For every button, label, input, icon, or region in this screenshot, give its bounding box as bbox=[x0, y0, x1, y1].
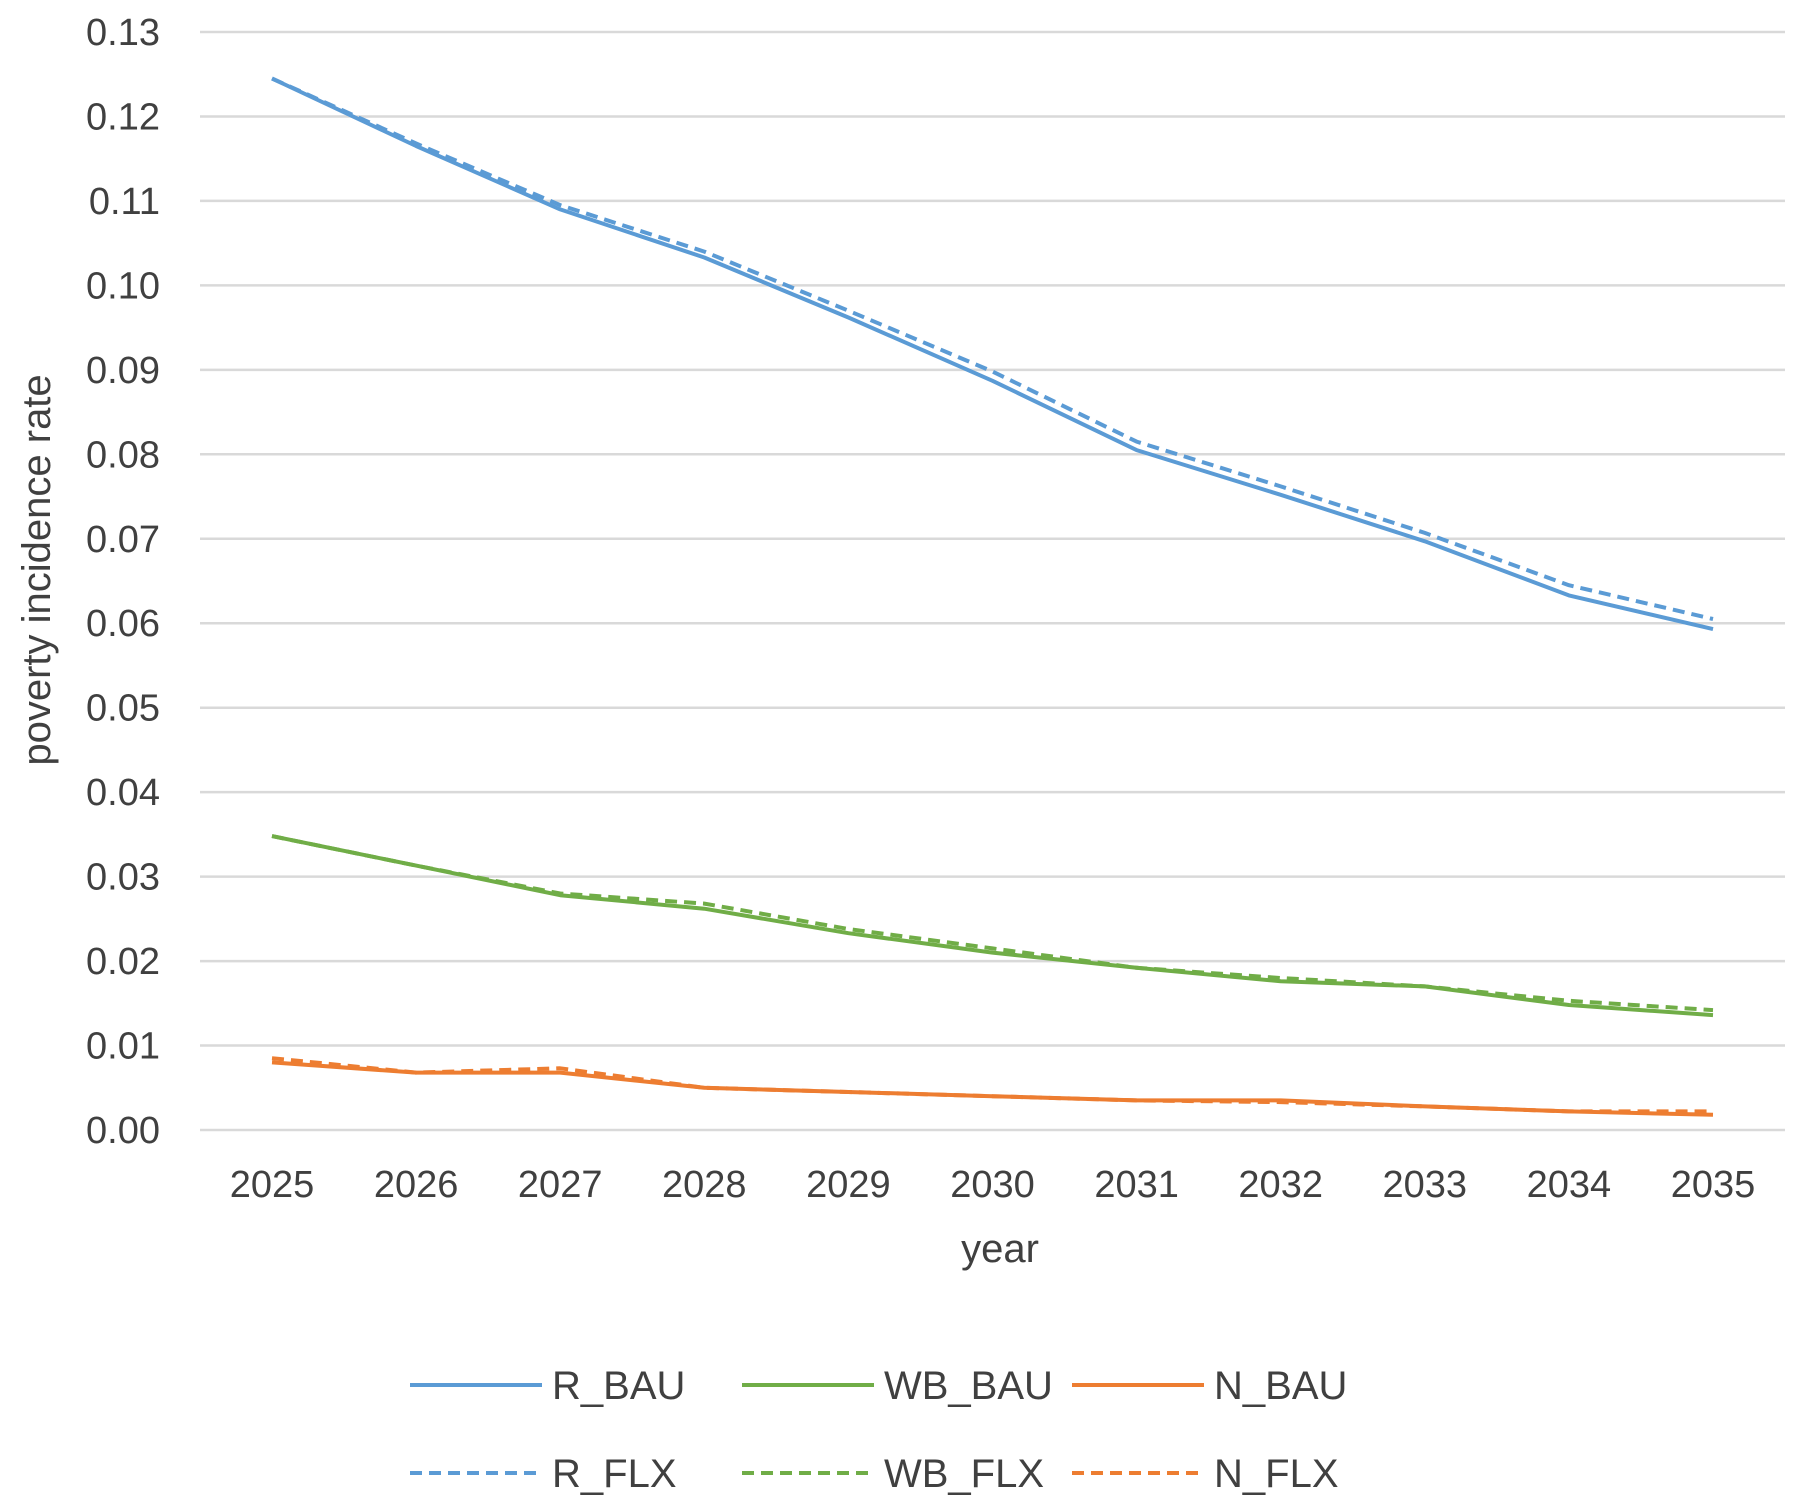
series-line-r-flx bbox=[271, 76, 1714, 621]
x-axis-title: year bbox=[961, 1227, 1039, 1271]
x-tick-label: 2030 bbox=[950, 1164, 1035, 1206]
gridlines bbox=[200, 30, 1785, 1132]
series-line-wb-flx bbox=[271, 834, 1714, 1013]
x-tick-label: 2031 bbox=[1094, 1164, 1179, 1206]
x-axis-ticks: 2025 2026 2027 2028 2029 2030 2031 2032 2033 2034… bbox=[230, 1164, 1756, 1206]
y-axis-title: poverty incidence rate bbox=[15, 374, 59, 765]
legend-item-wb-flx: WB_FLX bbox=[742, 1452, 1044, 1496]
legend-label: WB_FLX bbox=[884, 1452, 1044, 1496]
legend-item-wb-bau: WB_BAU bbox=[742, 1364, 1053, 1408]
x-tick-label: 2026 bbox=[374, 1164, 459, 1206]
legend-label: R_BAU bbox=[552, 1364, 685, 1408]
x-tick-label: 2032 bbox=[1238, 1164, 1323, 1206]
series-line-wb-bau bbox=[271, 834, 1714, 1018]
y-tick-label: 0.01 bbox=[86, 1026, 160, 1068]
series-lines bbox=[271, 76, 1714, 1117]
y-tick-label: 0.02 bbox=[86, 941, 160, 983]
legend-item-n-bau: N_BAU bbox=[1072, 1364, 1347, 1408]
y-tick-label: 0.07 bbox=[86, 519, 160, 561]
y-tick-label: 0.00 bbox=[86, 1110, 160, 1152]
y-tick-label: 0.03 bbox=[86, 857, 160, 899]
x-tick-label: 2028 bbox=[662, 1164, 747, 1206]
y-tick-label: 0.09 bbox=[86, 350, 160, 392]
series-line-n-flx bbox=[271, 1056, 1713, 1114]
legend-item-n-flx: N_FLX bbox=[1072, 1452, 1339, 1496]
y-tick-label: 0.04 bbox=[86, 772, 160, 814]
y-tick-label: 0.10 bbox=[86, 265, 160, 307]
x-tick-label: 2025 bbox=[230, 1164, 315, 1206]
legend-label: WB_BAU bbox=[884, 1364, 1053, 1408]
y-tick-label: 0.05 bbox=[86, 688, 160, 730]
legend-label: R_FLX bbox=[552, 1452, 677, 1496]
legend-item-r-flx: R_FLX bbox=[410, 1452, 677, 1496]
x-tick-label: 2029 bbox=[806, 1164, 891, 1206]
y-tick-label: 0.11 bbox=[89, 181, 160, 223]
y-tick-label: 0.08 bbox=[86, 434, 160, 476]
legend-label: N_FLX bbox=[1214, 1452, 1339, 1496]
y-tick-label: 0.06 bbox=[86, 603, 160, 645]
x-tick-label: 2034 bbox=[1527, 1164, 1612, 1206]
x-tick-label: 2035 bbox=[1671, 1164, 1756, 1206]
legend: R_BAU WB_BAU N_BAU R_FLX WB_FLX N_FLX bbox=[410, 1364, 1347, 1496]
series-line-r-bau bbox=[271, 76, 1714, 632]
y-tick-label: 0.12 bbox=[86, 96, 160, 138]
x-tick-label: 2033 bbox=[1383, 1164, 1468, 1206]
y-tick-label: 0.13 bbox=[86, 12, 160, 54]
legend-item-r-bau: R_BAU bbox=[410, 1364, 685, 1408]
x-tick-label: 2027 bbox=[518, 1164, 603, 1206]
y-axis-ticks: 0.00 0.01 0.02 0.03 0.04 0.05 0.06 0.07 0.08 0.09… bbox=[86, 12, 160, 1152]
legend-label: N_BAU bbox=[1214, 1364, 1347, 1408]
